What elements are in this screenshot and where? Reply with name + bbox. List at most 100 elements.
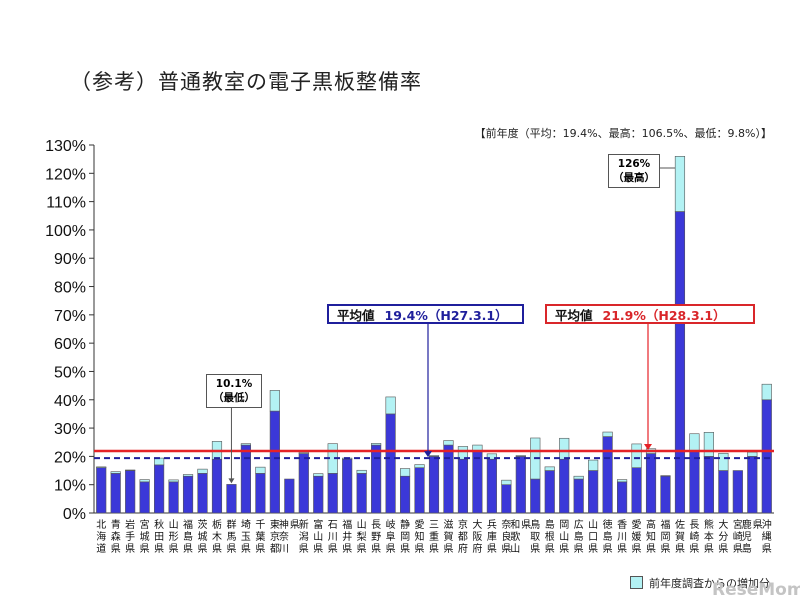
x-tick-label: 青森県: [111, 518, 121, 555]
x-tick-label: 大阪府: [472, 518, 482, 555]
bar-increase: [617, 479, 628, 483]
bar-increase: [515, 455, 526, 457]
bar-base: [139, 481, 150, 514]
bar-base: [284, 478, 295, 514]
x-tick-label: 山口県: [588, 519, 598, 555]
bar-increase: [240, 443, 251, 446]
x-tick-label: 栃木県: [212, 518, 222, 555]
legend-increase-label: 前年度調査からの増加分: [649, 577, 770, 590]
watermark-logo: ReseMom: [712, 580, 800, 600]
bar-base: [617, 481, 628, 514]
x-tick-label: 福井県: [342, 518, 352, 555]
x-tick-label: 長崎県: [689, 519, 699, 555]
x-tick-label: 三重県: [429, 520, 439, 555]
bar-increase: [761, 383, 772, 401]
chart-title: （参考）普通教室の電子黒板整備率: [70, 70, 422, 94]
bar-increase: [313, 473, 324, 477]
x-tick-label: 滋賀県: [443, 518, 453, 555]
bar-increase: [631, 443, 642, 469]
previous-year-note: 【前年度（平均：19.4%、最高：106.5%、最低：9.8%）】: [474, 127, 772, 140]
bar-base: [631, 467, 642, 514]
x-tick-label: 埼玉県: [241, 518, 251, 555]
bar-base: [211, 458, 223, 514]
average-current-arrow: [644, 444, 652, 451]
bar-base: [544, 470, 555, 514]
bar-base: [428, 456, 440, 514]
bar-base: [732, 470, 743, 514]
bar-increase: [501, 479, 512, 485]
x-tick-label: 千葉県: [255, 519, 265, 555]
minimum-callout: 10.1% （最低）: [206, 374, 262, 408]
bar-base: [472, 450, 483, 514]
bar-increase: [414, 464, 425, 469]
bar-base: [154, 464, 165, 514]
average-current-value: 21.9%（H28.3.1）: [602, 308, 726, 323]
x-tick-label: 岩手県: [125, 518, 135, 555]
x-tick-label: 石川県: [328, 520, 338, 555]
average-current-caption: 平均値: [555, 308, 593, 323]
bar-increase: [96, 466, 107, 469]
x-tick-label: 秋田県: [154, 518, 164, 555]
y-tick-label: 10%: [54, 478, 86, 495]
bar-base: [182, 475, 194, 514]
x-tick-label: 広島県: [574, 518, 584, 555]
bar-increase: [399, 468, 411, 477]
average-previous-value: 19.4%（H27.3.1）: [384, 308, 508, 323]
x-tick-label: 大分県: [718, 518, 728, 555]
maximum-callout-value: 126%: [617, 158, 651, 170]
average-previous-caption: 平均値: [337, 308, 375, 323]
bar-increase: [139, 479, 150, 483]
x-tick-label: 高知県: [646, 518, 656, 555]
bar-increase: [718, 452, 729, 471]
legend: 前年度調査からの増加分: [630, 575, 770, 591]
x-tick-label: 神奈川: [279, 518, 289, 555]
x-tick-label: 熊本県: [704, 518, 714, 555]
x-tick-label: 北海道: [96, 519, 106, 555]
bar-increase: [457, 446, 469, 460]
bar-base: [371, 444, 382, 514]
x-tick-label: 県: [521, 519, 531, 531]
bar-increase: [747, 451, 758, 457]
y-tick-label: 80%: [54, 280, 86, 297]
bar-base: [269, 410, 280, 514]
minimum-callout-arrow: [228, 478, 235, 484]
bar-base: [486, 458, 497, 514]
x-tick-label: 愛知県: [415, 518, 425, 555]
x-tick-label: 和歌山: [510, 519, 520, 555]
bar-base: [255, 473, 266, 514]
x-tick-label: 兵庫県: [487, 518, 497, 555]
bar-increase: [110, 471, 121, 474]
y-tick-label: 110%: [46, 195, 86, 212]
x-tick-label: 岐阜県: [386, 518, 396, 555]
bar-base: [674, 211, 686, 514]
x-tick-label: 富山県: [313, 518, 323, 555]
bar-base: [573, 478, 584, 514]
bar-base: [240, 444, 251, 514]
x-tick-label: 奈良県: [501, 518, 511, 555]
bar-base: [125, 470, 136, 514]
bar-base: [645, 453, 657, 514]
bar-base: [110, 473, 121, 514]
minimum-callout-note: （最低）: [213, 392, 255, 404]
x-tick-label: 鳥取県: [530, 518, 540, 555]
bar-base: [501, 484, 512, 514]
bar-base: [443, 444, 454, 514]
bar-increase: [182, 474, 194, 477]
bar-increase: [125, 469, 136, 471]
bar-base: [602, 436, 613, 514]
x-tick-label: 新潟県: [299, 518, 309, 555]
x-tick-label: 東京都: [270, 518, 280, 555]
x-tick-label: 山梨県: [357, 519, 367, 555]
x-tick-label: 山形県: [169, 519, 179, 555]
y-tick-label: 130%: [45, 138, 86, 155]
bar-increase: [385, 396, 396, 415]
bar-increase: [559, 437, 570, 460]
x-tick-label: 香川県: [617, 519, 627, 555]
bar-increase: [443, 440, 454, 446]
y-tick-label: 70%: [54, 308, 86, 325]
x-tick-label: 愛媛県: [632, 518, 642, 555]
minimum-callout-value: 10.1%: [215, 378, 253, 390]
bar-increase: [602, 431, 613, 437]
bar-base: [96, 467, 107, 514]
bar-increase: [168, 479, 179, 483]
